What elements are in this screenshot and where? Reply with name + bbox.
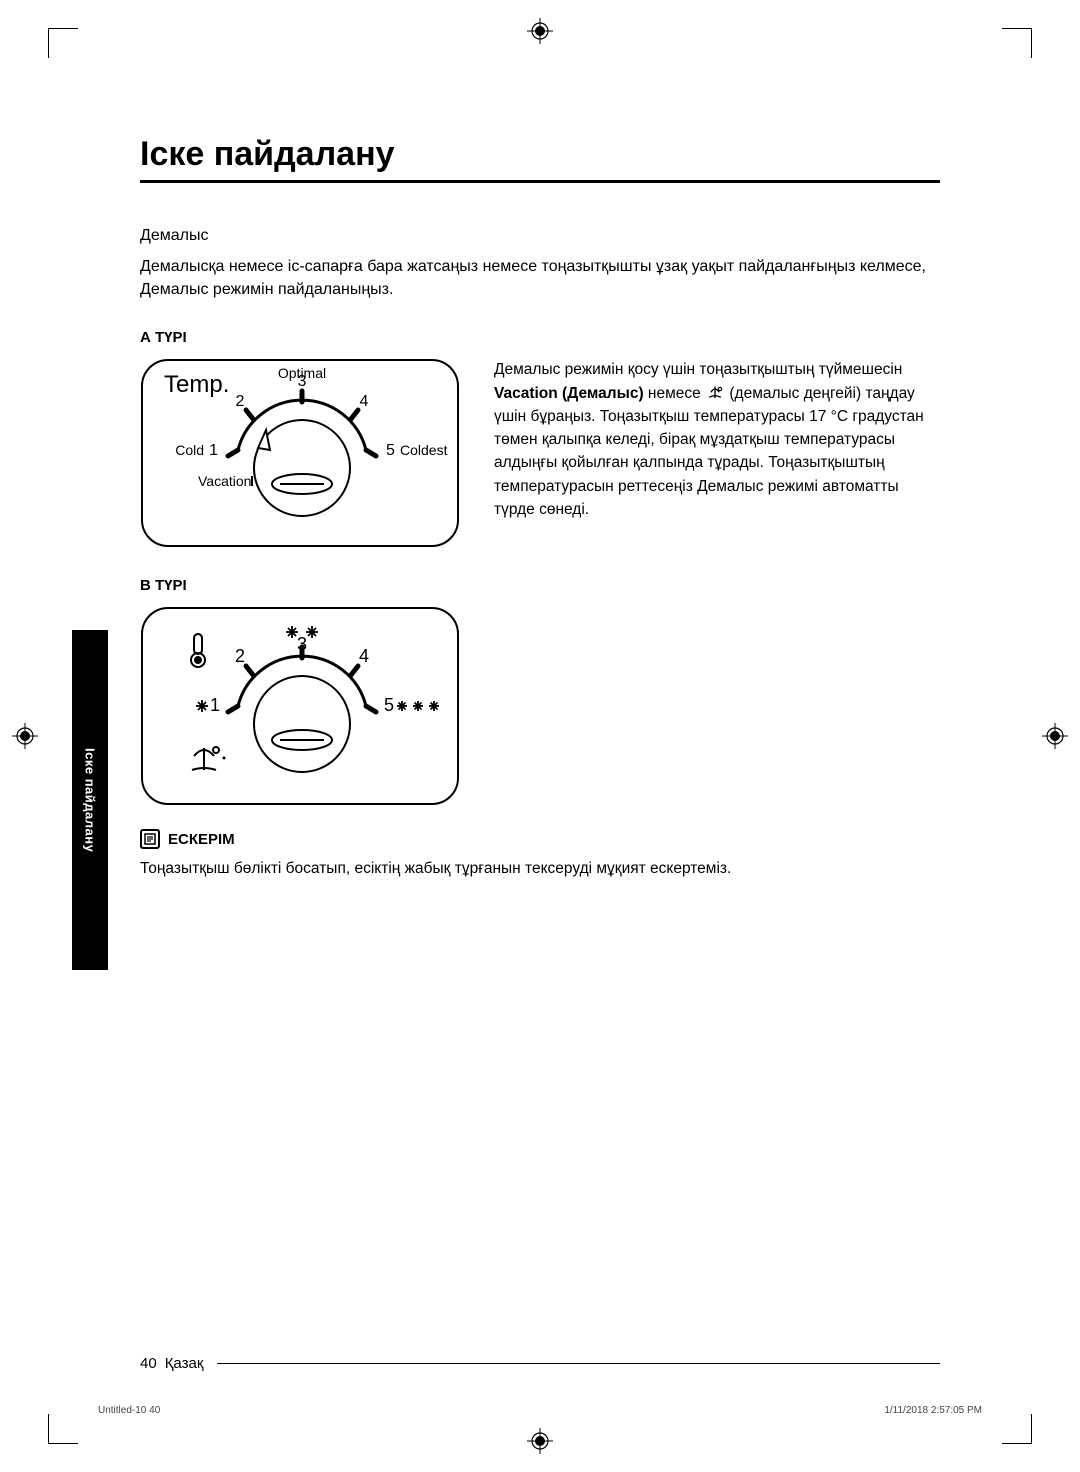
svg-text:Vacation: Vacation [198, 473, 251, 489]
note-header: ЕСКЕРІМ [140, 829, 940, 849]
svg-text:5: 5 [384, 695, 394, 715]
intro-paragraph: Демалысқа немесе іс-сапарға бара жатсаңы… [140, 255, 940, 301]
section-heading: Демалыс [140, 227, 940, 245]
desc-text: немесе [644, 385, 705, 402]
type-a-description: Демалыс режимін қосу үшін тоңазытқыштың … [494, 358, 940, 521]
svg-text:2: 2 [236, 393, 245, 410]
footer-language: Қазақ [165, 1355, 204, 1372]
vacation-icon [705, 384, 725, 400]
desc-text: (демалыс деңгейі) таңдау үшін бұраңыз. Т… [494, 385, 924, 518]
registration-mark [12, 723, 38, 749]
page-content: Іске пайдалану Демалыс Демалысқа немесе … [140, 135, 940, 881]
page-number: 40 [140, 1355, 157, 1372]
registration-mark [527, 18, 553, 44]
dial-a-diagram: Temp. 1 2 3 4 5 Optimal [140, 358, 460, 553]
page-footer: 40 Қазақ [140, 1355, 940, 1372]
dial-b-diagram: 1 2 3 4 5 [140, 606, 460, 811]
footer-rule [217, 1363, 940, 1364]
desc-bold: Vacation (Демалыс) [494, 385, 644, 402]
registration-mark [1042, 723, 1068, 749]
svg-text:2: 2 [235, 646, 245, 666]
print-meta-right: 1/11/2018 2:57:05 PM [884, 1405, 982, 1416]
type-a-label: А ТҮРІ [140, 329, 940, 346]
dial-a-title: Temp. [164, 371, 229, 398]
svg-text:4: 4 [360, 393, 369, 410]
svg-text:Optimal: Optimal [278, 365, 326, 381]
section-side-tab: Іске пайдалану [72, 630, 108, 970]
svg-text:Cold: Cold [175, 442, 204, 458]
registration-mark [527, 1428, 553, 1454]
svg-text:Coldest: Coldest [400, 442, 448, 458]
svg-text:3: 3 [297, 634, 307, 654]
page-title: Іске пайдалану [140, 135, 940, 174]
crop-mark [1002, 28, 1032, 58]
svg-text:1: 1 [210, 695, 220, 715]
note-label: ЕСКЕРІМ [168, 831, 235, 848]
svg-text:5: 5 [386, 442, 395, 459]
crop-mark [1002, 1414, 1032, 1444]
desc-text: Демалыс режимін қосу үшін тоңазытқыштың … [494, 361, 902, 378]
print-meta-left: Untitled-10 40 [98, 1405, 160, 1416]
type-b-label: В ТҮРІ [140, 577, 940, 594]
side-tab-label: Іске пайдалану [83, 748, 98, 852]
svg-text:1: 1 [209, 442, 218, 459]
note-body: Тоңазытқыш бөлікті босатып, есіктің жабы… [140, 857, 940, 880]
crop-mark [48, 1414, 78, 1444]
title-rule [140, 180, 940, 183]
crop-mark [48, 28, 78, 58]
note-icon [140, 829, 160, 849]
svg-text:4: 4 [359, 646, 369, 666]
